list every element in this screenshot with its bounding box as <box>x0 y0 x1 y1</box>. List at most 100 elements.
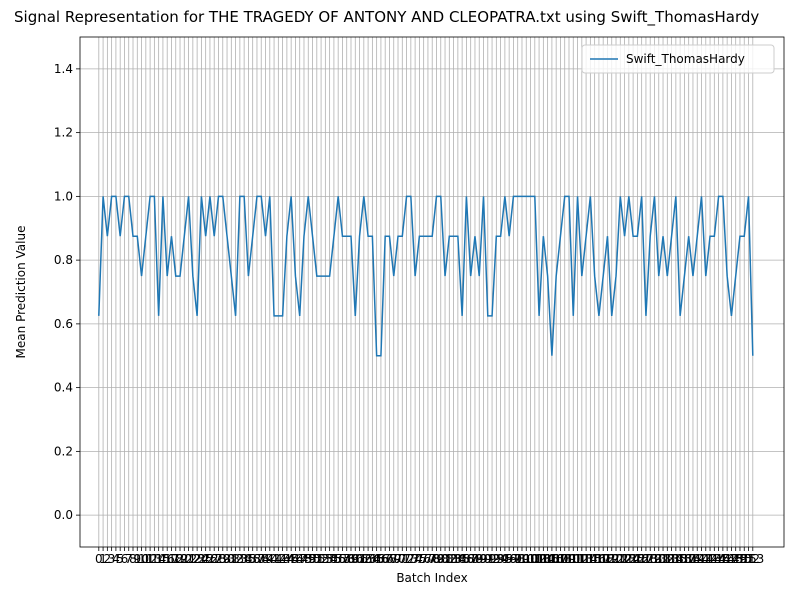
x-tick-label: 99 <box>514 552 529 566</box>
x-tick-label: 60 <box>348 552 363 566</box>
x-tick-label: 65 <box>369 552 384 566</box>
x-tick-label: 57 <box>335 552 350 566</box>
x-tick-label: 96 <box>502 552 517 566</box>
x-tick-label: 83 <box>446 552 461 566</box>
x-tick-label: 62 <box>356 552 371 566</box>
x-tick-label: 61 <box>352 552 367 566</box>
x-tick-label: 148 <box>720 552 743 566</box>
x-tick-label: 15 <box>155 552 170 566</box>
x-tick-label: 93 <box>489 552 504 566</box>
x-tick-label: 125 <box>622 552 645 566</box>
x-tick-label: 122 <box>609 552 632 566</box>
x-tick-label: 5 <box>116 552 124 566</box>
x-tick-label: 78 <box>425 552 440 566</box>
x-tick-label: 59 <box>343 552 358 566</box>
x-tick-label: 144 <box>703 552 726 566</box>
x-tick-label: 4 <box>112 552 120 566</box>
x-tick-label: 17 <box>164 552 179 566</box>
x-tick-label: 1 <box>99 552 107 566</box>
x-tick-label: 9 <box>133 552 141 566</box>
x-tick-label: 124 <box>617 552 640 566</box>
x-tick-label: 137 <box>673 552 696 566</box>
x-tick-label: 146 <box>711 552 734 566</box>
x-tick-label: 63 <box>360 552 375 566</box>
x-tick-label: 111 <box>562 552 585 566</box>
x-tick-label: 151 <box>733 552 756 566</box>
x-tick-label: 56 <box>331 552 346 566</box>
legend: Swift_ThomasHardy <box>581 44 775 74</box>
x-tick-label: 114 <box>575 552 598 566</box>
x-tick-label: 127 <box>630 552 653 566</box>
x-tick-label: 51 <box>309 552 324 566</box>
x-tick-label: 141 <box>690 552 713 566</box>
x-tick-label: 10 <box>134 552 149 566</box>
x-tick-label: 47 <box>292 552 307 566</box>
x-tick-label: 52 <box>313 552 328 566</box>
x-tick-label: 32 <box>228 552 243 566</box>
x-tick-label: 109 <box>553 552 576 566</box>
x-tick-label: 69 <box>386 552 401 566</box>
x-tick-label: 64 <box>365 552 380 566</box>
x-tick-label: 117 <box>587 552 610 566</box>
x-tick-label: 66 <box>373 552 388 566</box>
x-tick-label: 131 <box>647 552 670 566</box>
x-tick-label: 84 <box>450 552 465 566</box>
x-tick-label: 153 <box>741 552 764 566</box>
x-tick-label: 74 <box>407 552 422 566</box>
x-tick-label: 37 <box>249 552 264 566</box>
x-tick-label: 48 <box>296 552 311 566</box>
x-tick-label: 113 <box>570 552 593 566</box>
x-tick-label: 133 <box>656 552 679 566</box>
x-tick-label: 140 <box>686 552 709 566</box>
x-tick-label: 8 <box>129 552 137 566</box>
y-tick-label: 0.2 <box>54 444 73 458</box>
x-tick-label: 119 <box>596 552 619 566</box>
x-tick-label: 123 <box>613 552 636 566</box>
x-tick-label: 89 <box>472 552 487 566</box>
x-tick-label: 68 <box>382 552 397 566</box>
x-tick-label: 118 <box>592 552 615 566</box>
y-tick-label: 1.0 <box>54 189 73 203</box>
x-tick-label: 41 <box>266 552 281 566</box>
x-tick-label: 101 <box>519 552 542 566</box>
x-tick-label: 95 <box>497 552 512 566</box>
y-tick-label: 1.4 <box>54 62 73 76</box>
y-axis-label: Mean Prediction Value <box>14 226 28 359</box>
x-tick-label: 116 <box>583 552 606 566</box>
x-tick-label: 129 <box>639 552 662 566</box>
x-tick-label: 132 <box>652 552 675 566</box>
x-tick-label: 86 <box>459 552 474 566</box>
x-tick-label: 138 <box>677 552 700 566</box>
x-tick-label: 44 <box>279 552 294 566</box>
x-tick-label: 102 <box>523 552 546 566</box>
x-axis-label: Batch Index <box>396 571 467 585</box>
x-tick-label: 82 <box>442 552 457 566</box>
x-tick-label: 88 <box>467 552 482 566</box>
x-tick-label: 73 <box>403 552 418 566</box>
x-tick-label: 92 <box>484 552 499 566</box>
x-tick-label: 136 <box>669 552 692 566</box>
x-tick-label: 106 <box>540 552 563 566</box>
x-tick-label: 98 <box>510 552 525 566</box>
x-tick-label: 42 <box>271 552 286 566</box>
x-tick-label: 67 <box>378 552 393 566</box>
x-tick-label: 108 <box>549 552 572 566</box>
x-tick-label: 112 <box>566 552 589 566</box>
x-tick-label: 13 <box>147 552 162 566</box>
x-tick-label: 103 <box>528 552 551 566</box>
x-tick-label: 53 <box>318 552 333 566</box>
x-tick-label: 38 <box>254 552 269 566</box>
x-tick-label: 46 <box>288 552 303 566</box>
x-tick-label: 87 <box>463 552 478 566</box>
x-tick-label: 142 <box>694 552 717 566</box>
x-tick-label: 58 <box>339 552 354 566</box>
x-tick-label: 49 <box>301 552 316 566</box>
x-tick-label: 85 <box>454 552 469 566</box>
x-tick-label: 150 <box>729 552 752 566</box>
x-tick-label: 2 <box>104 552 112 566</box>
x-tick-label: 40 <box>262 552 277 566</box>
x-tick-label: 33 <box>232 552 247 566</box>
y-tick-label: 0.6 <box>54 317 73 331</box>
x-tick-label: 27 <box>207 552 222 566</box>
y-tick-label: 1.2 <box>54 126 73 140</box>
